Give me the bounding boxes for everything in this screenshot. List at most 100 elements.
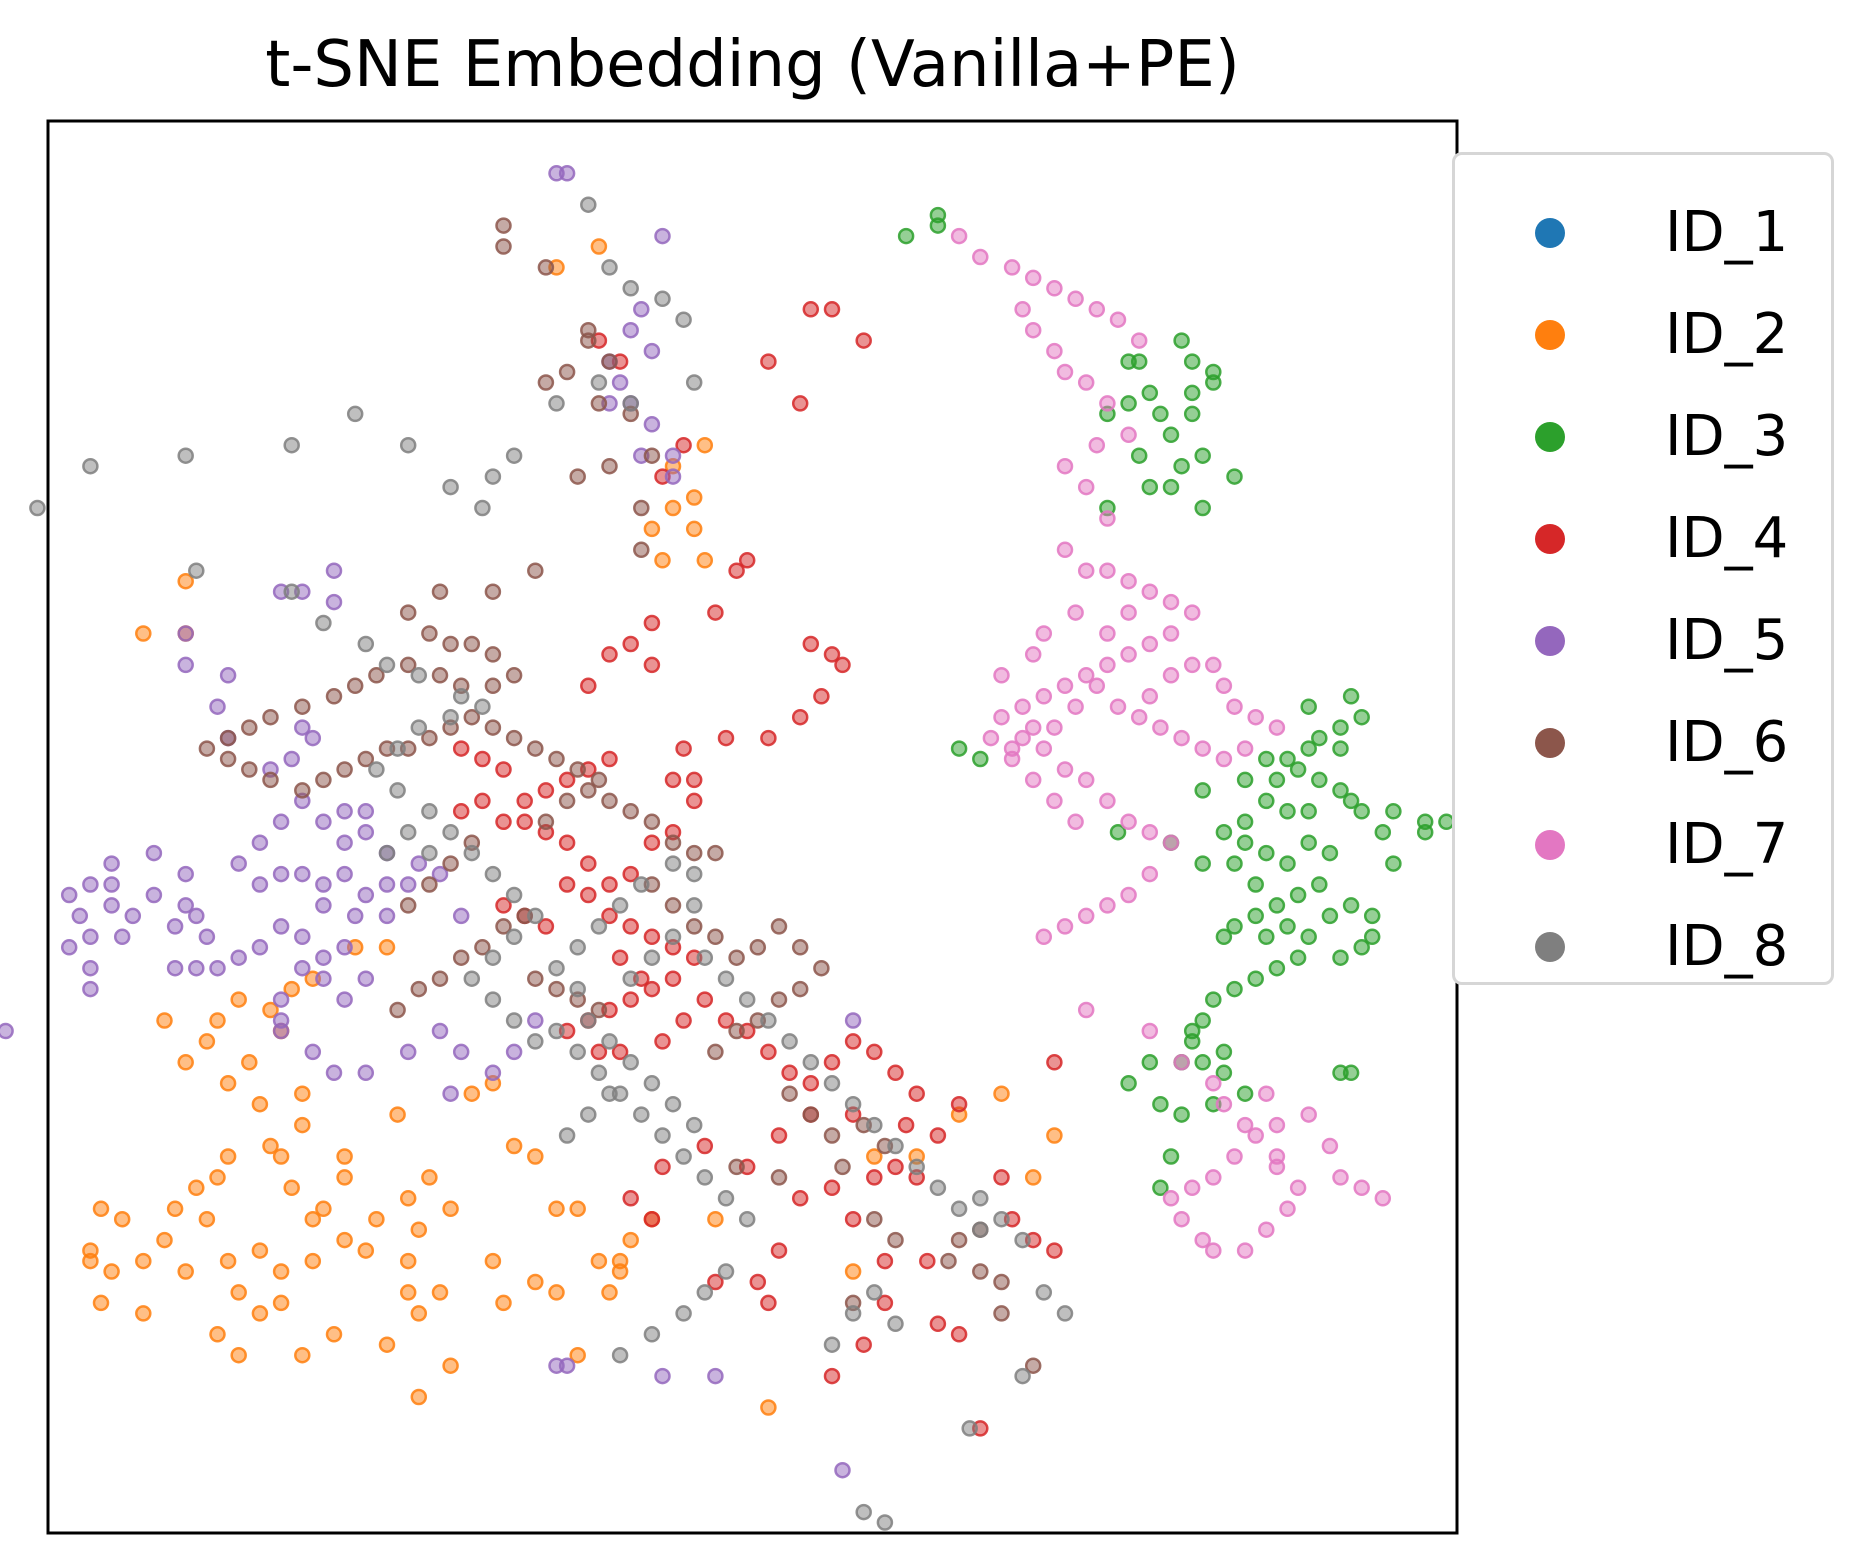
data-point — [791, 708, 809, 726]
data-point — [1353, 708, 1370, 726]
data-point — [580, 332, 597, 349]
data-point — [844, 1263, 862, 1280]
data-point — [770, 918, 788, 935]
data-point — [1236, 834, 1254, 851]
data-point — [950, 1231, 968, 1249]
data-point — [421, 844, 438, 862]
data-point — [1183, 353, 1201, 370]
data-point — [633, 301, 650, 318]
data-point — [823, 1127, 841, 1144]
data-point — [1162, 1148, 1180, 1165]
data-point — [654, 1158, 671, 1176]
data-point — [717, 970, 735, 987]
data-point — [1332, 1169, 1349, 1186]
data-point — [1311, 771, 1328, 789]
data-point — [410, 719, 428, 736]
data-point — [548, 1022, 565, 1040]
data-point — [294, 782, 311, 799]
data-point — [580, 196, 597, 213]
data-point — [442, 635, 459, 653]
data-point — [707, 1273, 724, 1291]
data-point — [537, 782, 555, 799]
data-point — [431, 970, 449, 987]
data-point — [601, 876, 618, 893]
data-point — [823, 301, 841, 318]
data-point — [1056, 457, 1074, 475]
data-point — [188, 959, 205, 977]
data-point — [145, 844, 163, 862]
data-point — [972, 1221, 989, 1238]
data-point — [633, 499, 650, 517]
legend-label: ID_8 — [1665, 914, 1789, 979]
data-point — [569, 761, 586, 778]
data-point — [601, 1284, 618, 1301]
data-point — [1268, 897, 1286, 914]
data-point — [675, 436, 692, 454]
data-point — [495, 918, 512, 935]
data-point — [1035, 740, 1053, 757]
data-point — [336, 1231, 353, 1249]
data-point — [685, 897, 703, 914]
data-point — [844, 1012, 862, 1029]
data-point — [866, 1148, 883, 1165]
data-point — [1077, 374, 1095, 391]
data-point — [1300, 1106, 1317, 1123]
data-point — [760, 1043, 777, 1061]
data-point — [177, 897, 194, 914]
data-point — [1205, 1169, 1222, 1186]
data-point — [431, 865, 449, 883]
data-point — [357, 635, 375, 653]
data-point — [325, 593, 343, 611]
data-point — [527, 1273, 544, 1291]
data-point — [685, 918, 703, 935]
data-point — [707, 928, 724, 946]
data-point — [622, 970, 639, 987]
data-point — [1088, 436, 1106, 454]
data-point — [82, 1252, 99, 1270]
data-point — [717, 729, 735, 747]
data-point — [643, 656, 661, 674]
data-point — [823, 1075, 841, 1092]
data-point — [1130, 708, 1148, 726]
data-point — [198, 1210, 216, 1228]
data-point — [1162, 667, 1180, 684]
chart-title: t-SNE Embedding (Vanilla+PE) — [265, 28, 1240, 102]
data-point — [230, 855, 247, 872]
legend-marker — [1535, 320, 1565, 350]
data-point — [1279, 1200, 1296, 1218]
data-point — [643, 520, 661, 538]
data-point — [1046, 1127, 1063, 1144]
data-point — [410, 667, 428, 684]
data-point — [1268, 771, 1286, 789]
legend-label: ID_5 — [1665, 608, 1789, 673]
data-point — [1300, 740, 1317, 757]
data-point — [866, 1284, 883, 1301]
data-point — [1003, 259, 1021, 276]
data-point — [696, 1284, 714, 1301]
data-point — [1141, 1054, 1159, 1071]
data-point — [685, 865, 703, 883]
data-point — [1162, 478, 1180, 496]
data-point — [844, 1033, 862, 1050]
data-point — [219, 1252, 237, 1270]
data-point — [1258, 1085, 1275, 1102]
data-point — [940, 1252, 957, 1270]
data-point — [431, 1022, 449, 1040]
data-point — [601, 353, 618, 370]
data-point — [177, 625, 194, 642]
data-point — [1173, 1054, 1190, 1071]
data-point — [325, 1064, 343, 1082]
data-point — [1247, 907, 1264, 925]
legend-label: ID_2 — [1665, 302, 1789, 367]
data-point — [749, 939, 767, 956]
data-point — [484, 583, 502, 600]
data-point — [887, 1064, 904, 1082]
data-point — [696, 991, 714, 1008]
data-point — [1236, 1085, 1254, 1102]
data-point — [209, 1012, 226, 1029]
data-point — [368, 667, 385, 684]
data-point — [505, 667, 523, 684]
data-point — [188, 1179, 205, 1197]
data-point — [421, 1169, 438, 1186]
data-point — [272, 813, 290, 831]
